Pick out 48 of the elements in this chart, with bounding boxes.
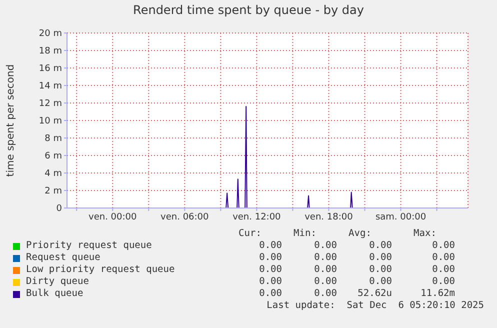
y-tick-label: 10 m [38,116,62,127]
text: 0.00 [432,252,455,263]
text: 0.00 [259,240,282,251]
legend-label: Bulk queue [26,288,84,299]
y-tick-label: 14 m [38,82,62,92]
y-tick-label: 6 m [44,152,62,162]
text: 0.00 [259,252,282,263]
text: 0.00 [432,264,455,275]
text: 52.62u [358,288,392,299]
text: 0.00 [259,288,282,299]
y-tick-label: 12 m [38,99,62,110]
y-tick-label: 16 m [38,64,62,74]
text: 0.00 [432,240,455,251]
x-tick-label: ven. 06:00 [160,212,210,222]
text: 0.00 [314,240,337,251]
chart-title: Renderd time spent by queue - by day [132,3,365,17]
text: 0.00 [314,276,337,287]
y-tick-label: 2 m [44,186,62,197]
text: Last update: Sat Dec 6 05:20:10 2025 [266,300,484,311]
text: 0.00 [369,240,392,251]
x-tick-label: ven. 18:00 [304,212,354,222]
text: 11.62m [420,288,455,299]
text: Cur: [238,228,262,239]
legend-label: Priority request queue [26,240,152,251]
y-axis-title: time spent per second [6,64,17,177]
text: 0.00 [314,264,337,275]
legend-label: Low priority request queue [26,264,175,275]
text: Max: [412,228,438,239]
x-tick-label: ven. 00:00 [88,212,138,222]
text: 0.00 [259,276,282,287]
x-tick-label: sam. 00:00 [375,212,426,222]
y-tick-label: 18 m [38,46,62,57]
text: Avg: [348,228,372,239]
y-tick-label: 20 m [38,29,62,40]
legend-label: Request queue [26,252,100,263]
text: Min: [292,228,318,239]
y-tick-label: 8 m [44,134,62,144]
text: 0.00 [369,264,392,275]
text: 0.00 [369,276,392,287]
text: 0.00 [314,288,337,299]
text: 0.00 [259,264,282,275]
text: 0.00 [369,252,392,263]
text: 0.00 [432,276,455,287]
text: 0.00 [314,252,337,263]
y-tick-label: 0 [56,204,62,214]
x-tick-label: ven. 12:00 [232,212,282,222]
legend-label: Dirty queue [26,276,89,287]
y-tick-label: 4 m [44,169,62,180]
